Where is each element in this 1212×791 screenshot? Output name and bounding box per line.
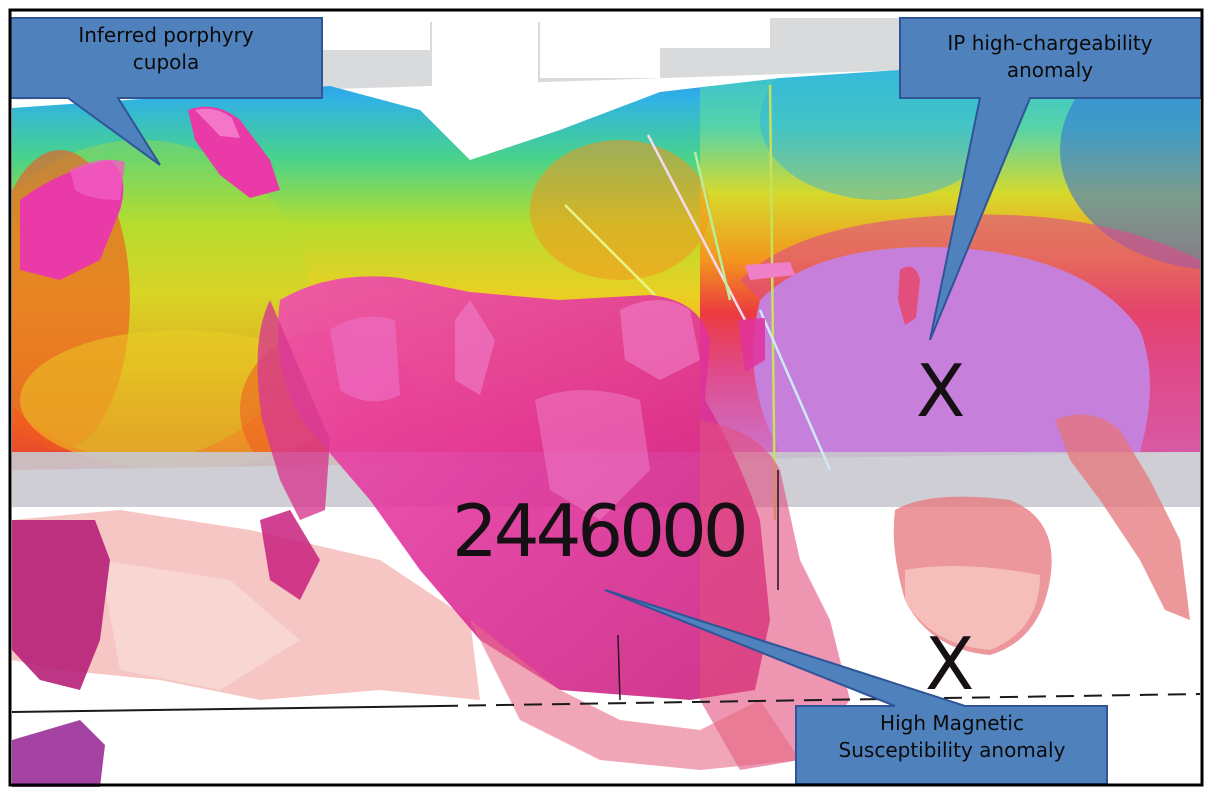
callout-ip-line-2: anomaly	[1006, 58, 1094, 82]
callout-ip-line-1: IP high-chargeability	[947, 31, 1153, 55]
callout-magnetic-anomaly-label: High Magnetic Susceptibility anomaly	[797, 710, 1107, 764]
callout-ip-anomaly-label: IP high-chargeability anomaly	[900, 30, 1200, 84]
northing-coordinate-label: 2446000	[452, 489, 749, 573]
callout-cupola-line-1: Inferred porphyry	[78, 23, 254, 47]
drill-holes	[564, 84, 832, 521]
callout-cupola-line-2: cupola	[132, 50, 200, 74]
image-frame	[8, 8, 1204, 787]
porphyry-cupola-bodies	[12, 106, 920, 787]
low-susceptibility-bodies	[12, 414, 1190, 700]
callout-cupola	[9, 17, 323, 166]
callout-magnetic-line-2: Susceptibility anomaly	[838, 738, 1066, 762]
ip-anomaly-zone	[753, 247, 1150, 452]
callout-cupola-label: Inferred porphyry cupola	[12, 22, 320, 76]
callout-magnetic-line-1: High Magnetic	[880, 711, 1024, 735]
ip-anomaly-x-marker: X	[916, 349, 966, 433]
elevation-datum-line	[11, 693, 1201, 713]
magnetic-susceptibility-body	[257, 276, 850, 770]
magnetic-anomaly-x-marker: X	[925, 622, 975, 706]
